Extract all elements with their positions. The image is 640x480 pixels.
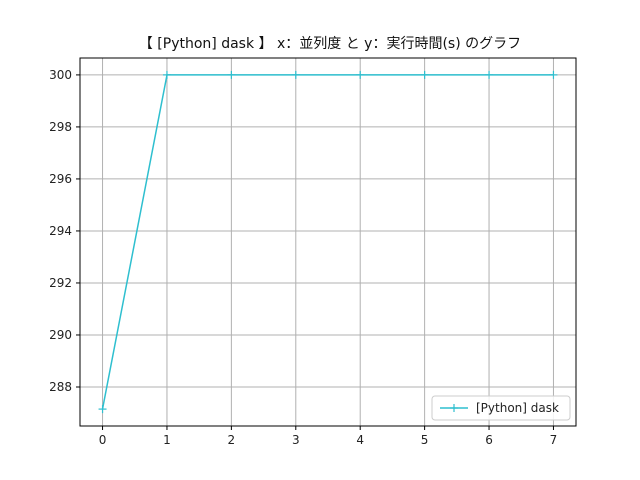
- y-axis: 288 290 292 294 296 298 300: [49, 68, 80, 394]
- plot-area: [79, 57, 577, 427]
- y-tick-label: 288: [49, 380, 72, 394]
- legend-series-label: [Python] dask: [476, 401, 559, 415]
- x-tick-label: 3: [292, 433, 300, 447]
- data-point: [420, 70, 429, 79]
- legend: [Python] dask: [431, 395, 571, 421]
- y-tick-label: 298: [49, 120, 72, 134]
- data-point: [549, 70, 558, 79]
- grid: [80, 58, 576, 426]
- legend-series-marker: [450, 404, 458, 412]
- legend-box: [431, 395, 571, 421]
- x-tick-label: 1: [163, 433, 171, 447]
- y-tick-label: 292: [49, 276, 72, 290]
- x-tick-label: 7: [550, 433, 558, 447]
- y-tick-label: 300: [49, 68, 72, 82]
- x-tick-label: 0: [99, 433, 107, 447]
- data-point: [98, 405, 107, 414]
- x-tick-label: 4: [356, 433, 364, 447]
- data-point: [356, 70, 365, 79]
- chart-title: 【 [Python] dask 】 x：並列度 と y：実行時間(s) のグラフ: [139, 36, 521, 52]
- x-tick-label: 2: [228, 433, 236, 447]
- data-point: [291, 70, 300, 79]
- y-tick-label: 294: [49, 224, 72, 238]
- x-tick-label: 6: [485, 433, 493, 447]
- data-point: [485, 70, 494, 79]
- x-axis: 0 1 2 3 4 5 6 7: [99, 426, 558, 447]
- data-point: [227, 70, 236, 79]
- x-tick-label: 5: [421, 433, 429, 447]
- y-tick-label: 290: [49, 328, 72, 342]
- series-line: [101, 74, 554, 410]
- data-point: [162, 70, 171, 79]
- y-tick-label: 296: [49, 172, 72, 186]
- series-layer: [98, 70, 558, 414]
